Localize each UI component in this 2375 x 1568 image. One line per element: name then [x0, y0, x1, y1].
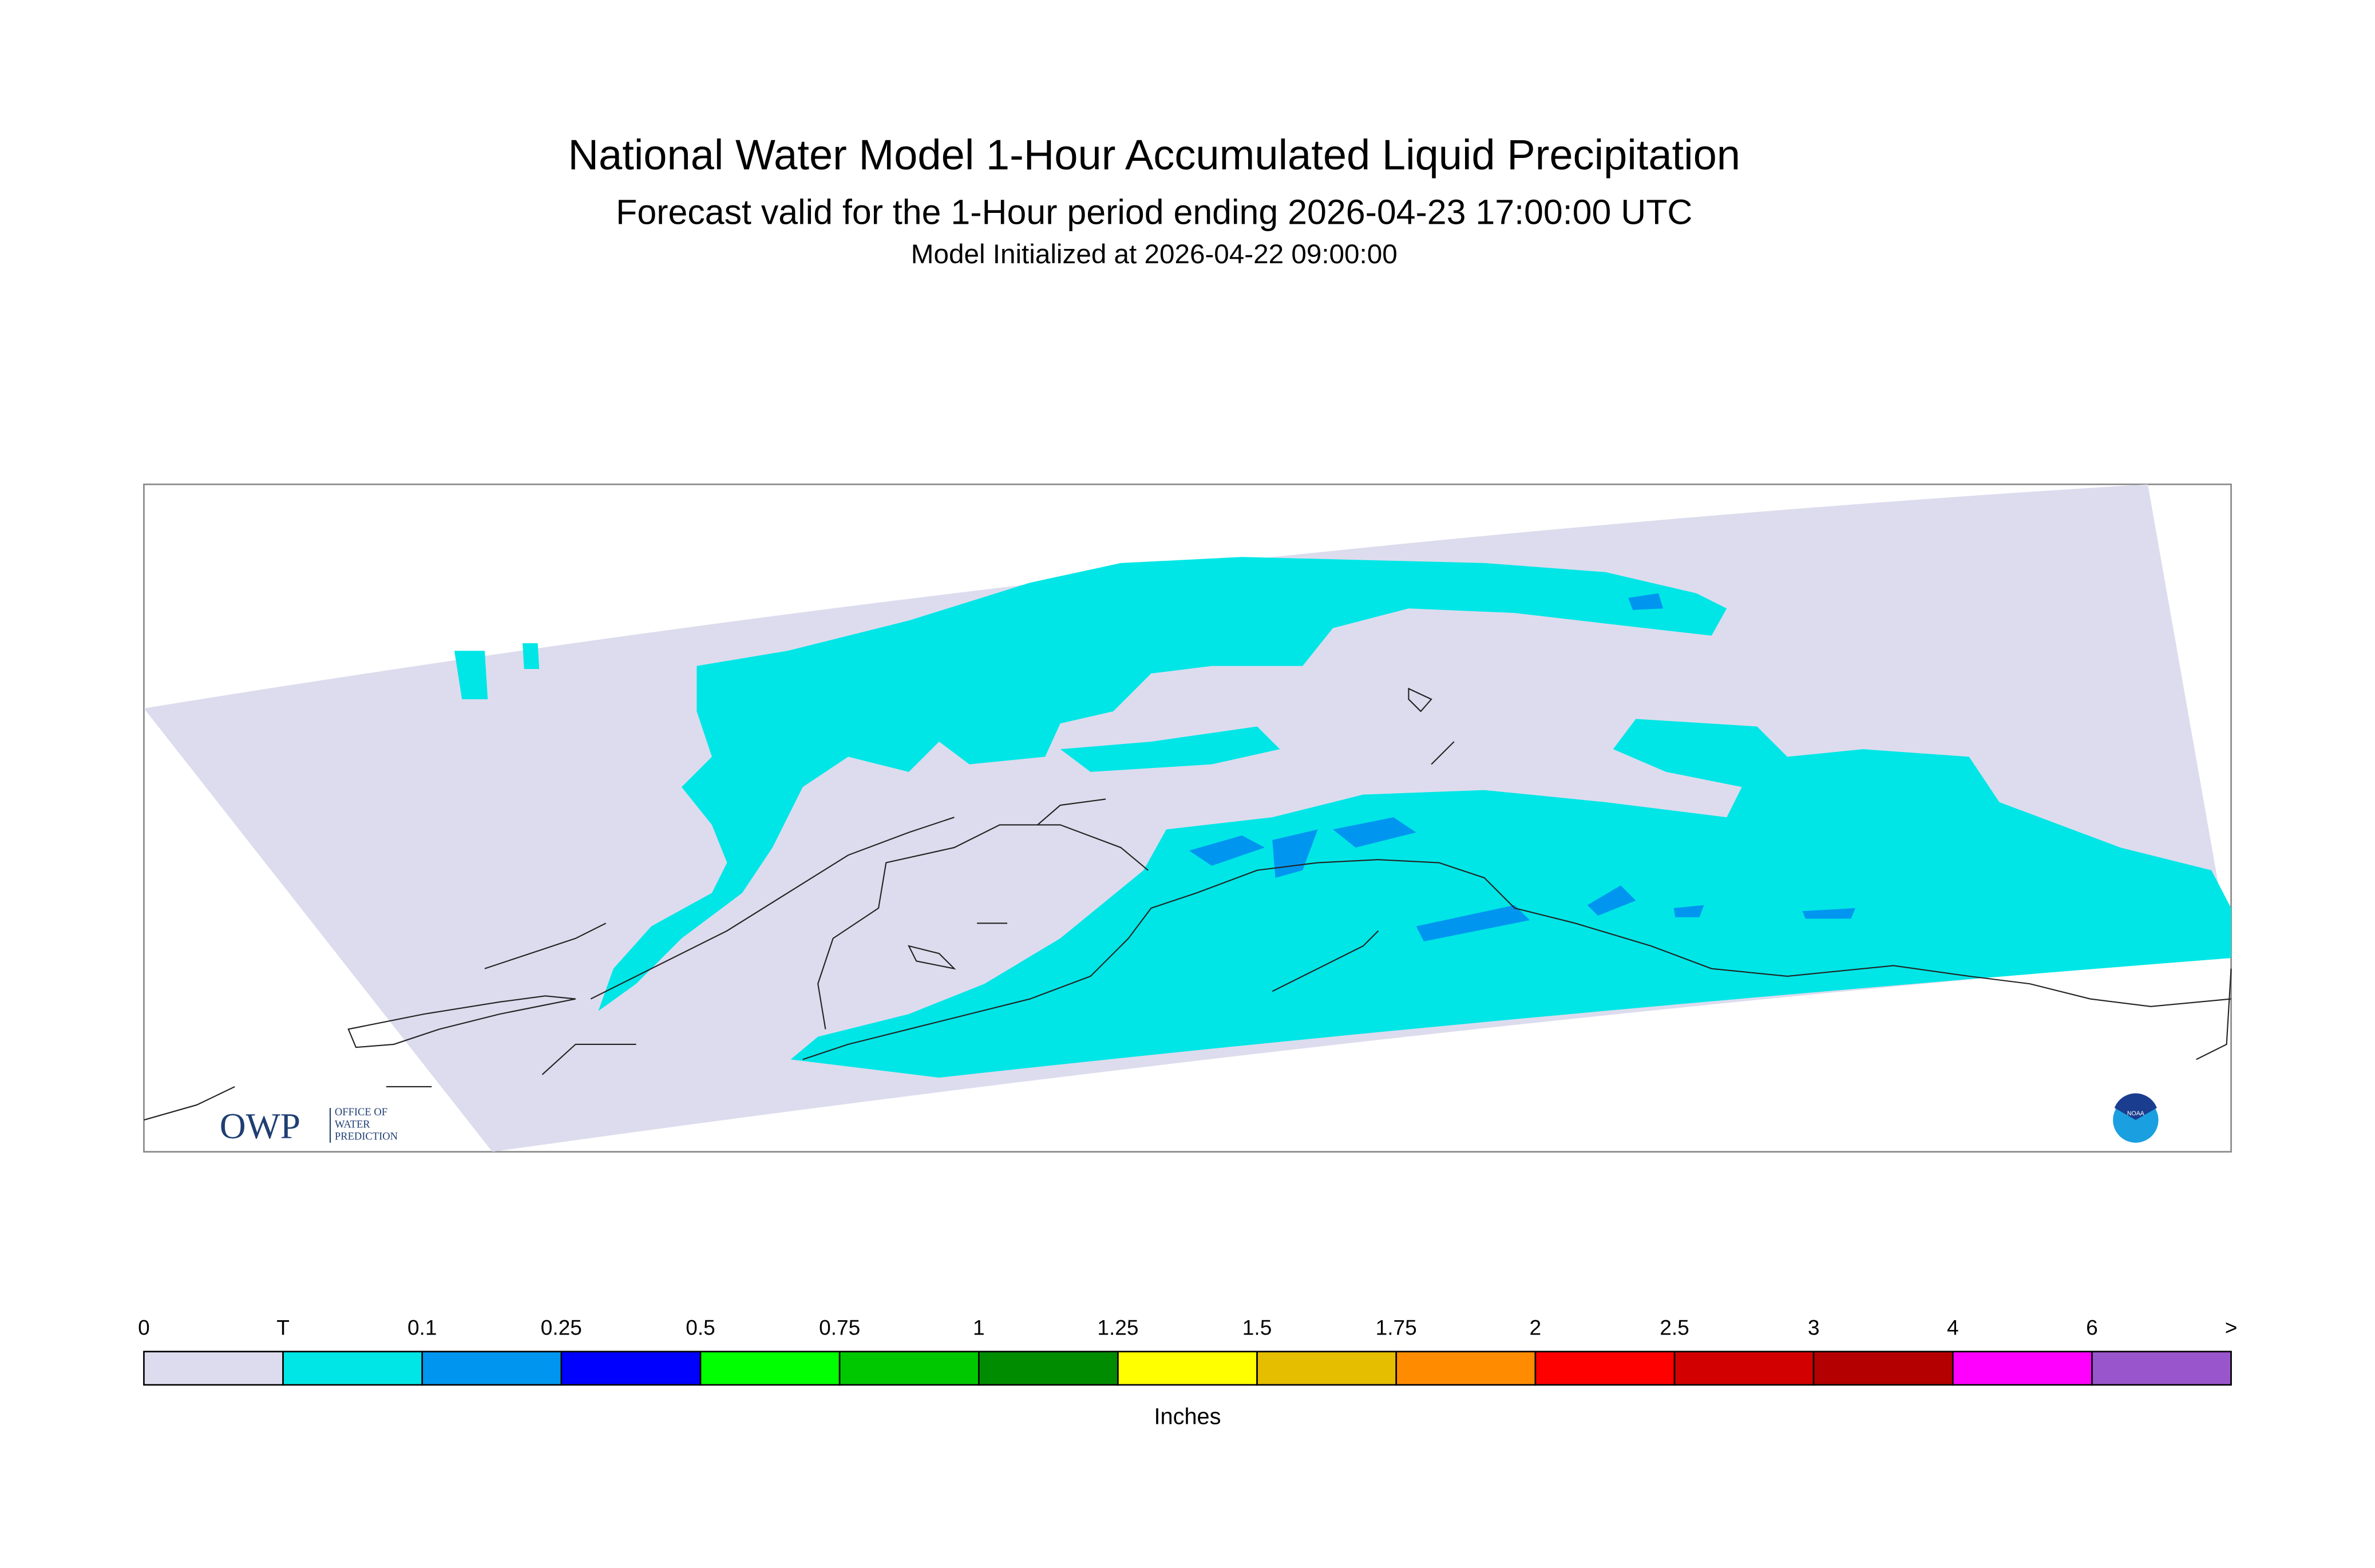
colorbar-label: 1.5 — [1242, 1316, 1272, 1340]
colorbar-label: 3 — [1808, 1316, 1820, 1340]
colorbar-cell — [1256, 1351, 1398, 1386]
noaa-logo: NOAA — [2113, 1093, 2159, 1143]
colorbar-cell — [699, 1351, 841, 1386]
owp-logo-text: OWP — [220, 1106, 300, 1146]
coastlines — [144, 687, 2232, 1121]
colorbar-cell — [1395, 1351, 1537, 1386]
noaa-text: NOAA — [2127, 1110, 2145, 1117]
colorbar-label: 1.25 — [1097, 1316, 1138, 1340]
colorbar-cell — [1534, 1351, 1676, 1386]
colorbar-cell — [1952, 1351, 2093, 1386]
precip-light — [1189, 593, 1856, 942]
colorbar-label: 0.1 — [407, 1316, 437, 1340]
colorbar-label: 0.5 — [686, 1316, 715, 1340]
colorbar-label: 2 — [1530, 1316, 1542, 1340]
colorbar-cell — [282, 1351, 423, 1386]
colorbar-label: 0.75 — [819, 1316, 860, 1340]
owp-line: OFFICE OF — [335, 1106, 387, 1118]
colorbar-label: 4 — [1947, 1316, 1959, 1340]
colorbar-label: 1.75 — [1376, 1316, 1417, 1340]
colorbar: 0 T 0.1 0.25 0.5 0.75 1 1.25 1.5 1.75 2 2.5 3 4 6 > — [138, 1316, 2238, 1386]
colorbar-label: 2.5 — [1660, 1316, 1689, 1340]
colorbar-cell — [421, 1351, 563, 1386]
colorbar-cell — [977, 1351, 1119, 1386]
colorbar-cell — [143, 1351, 284, 1386]
colorbar-cell — [560, 1351, 702, 1386]
colorbar-cell — [1673, 1351, 1815, 1386]
subtitle: Forecast valid for the 1-Hour period end… — [616, 192, 1692, 231]
colorbar-label: 0 — [138, 1316, 150, 1340]
colorbar-cell — [838, 1351, 980, 1386]
colorbar-cell — [1117, 1351, 1258, 1386]
colorbar-label: T — [276, 1316, 290, 1340]
owp-line: PREDICTION — [335, 1131, 398, 1143]
init-time: Model Initialized at 2026-04-22 09:00:00 — [911, 239, 1398, 270]
map: OWP OFFICE OF WATER PREDICTION NOAA — [143, 484, 2232, 1153]
colorbar-cell — [1812, 1351, 1954, 1386]
owp-line: WATER — [335, 1118, 370, 1130]
colorbar-label: 0.25 — [541, 1316, 582, 1340]
colorbar-unit: Inches — [1154, 1404, 1221, 1430]
noaa-gull — [2114, 1093, 2157, 1120]
colorbar-label: 1 — [973, 1316, 985, 1340]
colorbar-cell — [2091, 1351, 2232, 1386]
colorbar-label: > — [2225, 1316, 2238, 1340]
colorbar-label: 6 — [2086, 1316, 2098, 1340]
title: National Water Model 1-Hour Accumulated … — [568, 131, 1741, 179]
owp-logo: OWP OFFICE OF WATER PREDICTION — [220, 1106, 398, 1146]
precip-trace — [454, 557, 2231, 1078]
